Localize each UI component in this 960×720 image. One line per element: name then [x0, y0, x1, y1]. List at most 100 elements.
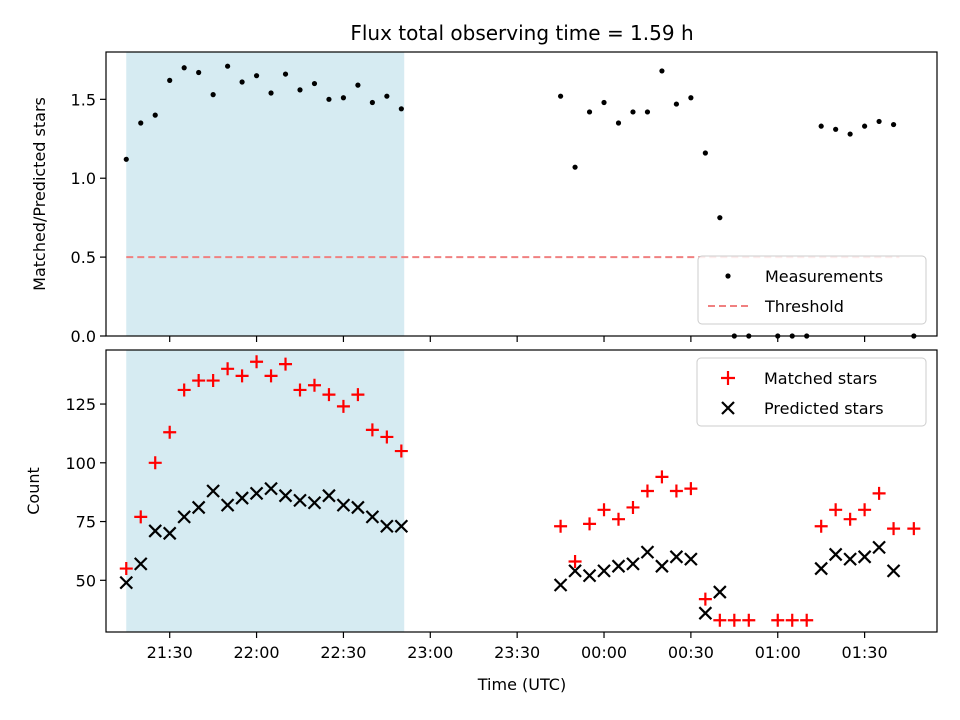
- matched-star-point: [583, 517, 597, 531]
- matched-star-point: [264, 369, 278, 383]
- measurement-point: [239, 79, 245, 85]
- matched-star-point: [907, 522, 921, 536]
- matched-star-point: [872, 486, 886, 500]
- measurement-point: [138, 120, 144, 126]
- top-x-ticks: [169, 336, 866, 342]
- predicted-star-point: [886, 564, 901, 578]
- predicted-star-point: [713, 585, 727, 599]
- measurement-point: [369, 99, 375, 106]
- measurement-point: [326, 96, 332, 102]
- measurement-point: [833, 126, 839, 132]
- top-legend: Measurements Threshold: [697, 255, 927, 325]
- bottom-x-ticks: 21:30 22:00 22:30 23:00 23:30 00:00 00:30 01:00…: [147, 632, 888, 662]
- measurement-point: [268, 90, 274, 96]
- predicted-star-point: [582, 568, 597, 583]
- bottom-y-ticks: 50 75 100 125: [65, 395, 106, 590]
- legend-measurements-marker: [725, 273, 731, 279]
- measurement-point: [615, 120, 622, 126]
- legend-matched-marker: [721, 371, 735, 385]
- bottom-y-tick-label: 50: [76, 571, 96, 590]
- top-axes-frame: [105, 51, 938, 337]
- x-tick-label: 22:30: [320, 643, 366, 662]
- measurement-point: [688, 95, 694, 101]
- measurement-point: [673, 101, 680, 107]
- measurement-point: [717, 215, 723, 221]
- measurement-point: [282, 71, 289, 77]
- predicted-star-point: [206, 484, 220, 498]
- bottom-panel: 50 75 100 125 21:30 22:00 22:30 23:00 23:30 00:0…: [24, 349, 938, 694]
- predicted-star-point: [264, 481, 278, 496]
- predicted-star-point: [278, 488, 293, 503]
- bottom-legend-box: [696, 357, 927, 427]
- predicted-star-point: [828, 547, 843, 562]
- matched-star-point: [698, 592, 712, 606]
- x-axis-label: Time (UTC): [477, 675, 566, 694]
- matched-star-point: [394, 444, 408, 458]
- measurement-point: [847, 131, 853, 137]
- legend-threshold-label: Threshold: [764, 297, 844, 316]
- predicted-star-point: [655, 559, 669, 573]
- bottom-y-tick-label: 125: [65, 395, 96, 414]
- x-tick-label: 21:30: [147, 643, 193, 662]
- top-legend-box: [697, 255, 927, 325]
- measurement-point: [818, 123, 824, 129]
- matched-star-point: [279, 357, 293, 371]
- matched-star-point: [322, 388, 336, 402]
- matched-star-point: [626, 500, 640, 514]
- x-tick-label: 23:30: [494, 643, 540, 662]
- matched-star-point: [597, 503, 611, 517]
- predicted-star-point: [640, 545, 655, 559]
- matched-star-point: [307, 378, 321, 392]
- measurement-point: [225, 63, 231, 69]
- matched-star-point: [235, 369, 249, 383]
- measurement-point: [210, 92, 216, 98]
- predicted-star-point: [365, 510, 380, 524]
- bottom-axes-frame: [105, 349, 938, 633]
- measurement-point: [862, 123, 868, 129]
- x-tick-label: 23:00: [407, 643, 453, 662]
- bottom-legend: Matched stars Predicted stars: [696, 357, 927, 427]
- predicted-star-point: [220, 498, 235, 512]
- measurement-point: [152, 112, 158, 118]
- predicted-star-point: [626, 557, 640, 571]
- matched-star-point: [293, 383, 307, 397]
- measurement-point: [659, 68, 665, 74]
- matched-star-point: [684, 482, 698, 496]
- x-tick-label: 22:00: [234, 643, 280, 662]
- matched-star-point: [148, 456, 162, 470]
- matched-star-point: [771, 613, 785, 627]
- predicted-star-point: [843, 552, 857, 566]
- top-y-tick-label: 1.5: [71, 90, 96, 109]
- legend-matched-label: Matched stars: [764, 369, 877, 388]
- top-y-axis-label: Matched/Predicted stars: [30, 97, 49, 291]
- top-y-tick-label: 0.5: [71, 248, 96, 267]
- count-points: [119, 355, 921, 627]
- top-y-tick-label: 1.0: [71, 169, 96, 188]
- x-tick-label: 00:00: [581, 643, 627, 662]
- predicted-star-point: [380, 519, 394, 534]
- matched-star-point: [785, 613, 799, 627]
- bottom-y-axis-label: Count: [24, 467, 43, 515]
- predicted-star-point: [351, 500, 365, 515]
- matched-star-point: [568, 555, 582, 568]
- matched-star-point: [611, 512, 625, 526]
- predicted-star-point: [133, 557, 148, 571]
- predicted-star-point: [336, 498, 351, 512]
- matched-star-point: [742, 613, 756, 627]
- matched-star-point: [669, 484, 683, 498]
- predicted-star-point: [814, 561, 828, 576]
- matched-star-point: [713, 613, 727, 627]
- predicted-star-point: [857, 550, 872, 564]
- measurement-point: [586, 109, 593, 115]
- bottom-shaded-interval: [126, 350, 405, 632]
- chart-title: Flux total observing time = 1.59 h: [350, 21, 693, 45]
- matched-star-point: [134, 510, 148, 524]
- measurement-points: [123, 63, 917, 339]
- top-y-tick-label: 0.0: [71, 327, 96, 346]
- predicted-star-point: [698, 606, 713, 620]
- predicted-star-point: [872, 540, 886, 555]
- measurement-point: [181, 65, 187, 71]
- x-tick-label: 01:30: [842, 643, 888, 662]
- matched-star-point: [858, 503, 872, 517]
